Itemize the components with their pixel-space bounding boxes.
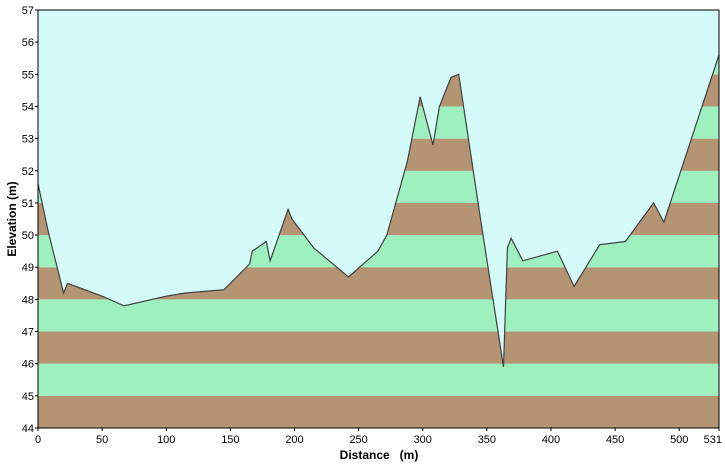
y-tick-label: 51 — [22, 198, 34, 210]
x-axis-title: Distance (m) — [340, 448, 419, 462]
x-tick-label: 0 — [35, 434, 41, 446]
elevation-band — [38, 363, 719, 396]
y-tick-label: 46 — [22, 359, 34, 371]
x-tick-label: 400 — [542, 434, 560, 446]
y-axis-title: Elevation (m) — [5, 181, 19, 256]
x-tick-label: 350 — [478, 434, 496, 446]
x-tick-label: 50 — [96, 434, 108, 446]
elevation-band — [38, 395, 719, 428]
y-tick-label: 50 — [22, 230, 34, 242]
y-tick-label: 57 — [22, 5, 34, 17]
x-tick-label: 450 — [606, 434, 624, 446]
x-tick-label: 100 — [157, 434, 175, 446]
y-tick-label: 54 — [22, 101, 34, 113]
y-tick-label: 48 — [22, 294, 34, 306]
elevation-profile-line — [37, 54, 720, 367]
elevation-band — [38, 299, 719, 332]
y-tick-label: 53 — [22, 134, 34, 146]
y-tick-label: 45 — [22, 391, 34, 403]
y-tick-label: 55 — [22, 69, 34, 81]
elevation-band — [38, 331, 719, 364]
plot-frame — [37, 9, 720, 429]
y-tick-label: 44 — [22, 423, 34, 435]
x-tick-label: 531 — [704, 434, 722, 446]
x-tick-label: 500 — [670, 434, 688, 446]
x-tick-label: 250 — [349, 434, 367, 446]
y-tick-label: 47 — [22, 327, 34, 339]
x-tick-label: 150 — [221, 434, 239, 446]
y-tick-label: 56 — [22, 37, 34, 49]
sky-mask — [38, 10, 719, 367]
y-tick-label: 52 — [22, 166, 34, 178]
x-tick-label: 300 — [414, 434, 432, 446]
x-tick-label: 200 — [285, 434, 303, 446]
y-tick-label: 49 — [22, 262, 34, 274]
